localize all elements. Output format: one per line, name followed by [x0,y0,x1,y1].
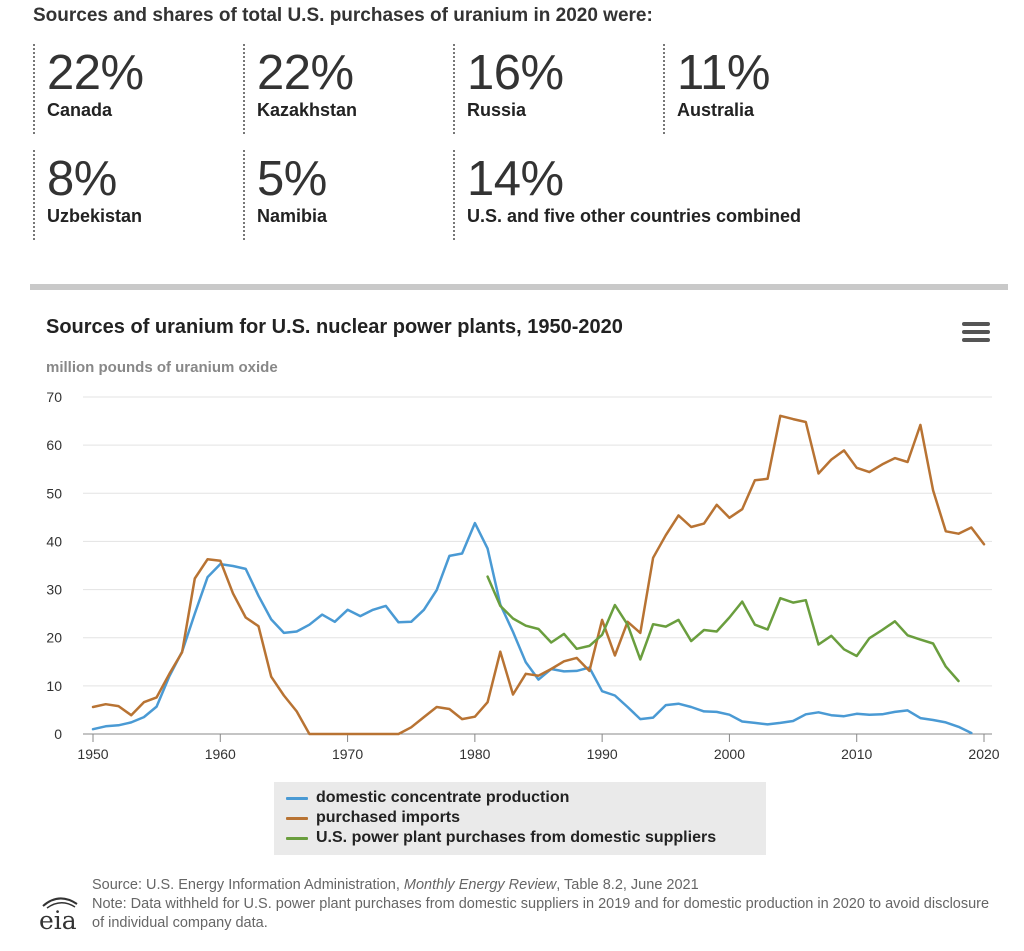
series-lines [91,414,986,736]
menu-bar [962,338,990,342]
source-prefix: Source: U.S. Energy Information Administ… [92,877,404,893]
x-tick-label: 2020 [968,746,999,762]
stat-kazakhstan: 22% Kazakhstan [243,44,357,134]
y-tick-label: 30 [46,582,62,598]
x-tick-label: 1960 [205,746,236,762]
legend-item-domestic-production[interactable]: domestic concentrate production [274,788,766,808]
x-tick-label: 2010 [841,746,872,762]
source-publication: Monthly Energy Review [403,877,557,893]
legend-swatch [286,816,308,820]
stat-country: Canada [47,100,113,120]
x-tick-label: 1950 [77,746,108,762]
stat-percent: 16% [467,46,564,100]
series-line-2[interactable] [486,575,960,683]
stat-percent: 14% [467,152,564,206]
stat-country: Australia [677,100,755,120]
menu-bar [962,322,990,326]
x-tick-label: 1980 [459,746,490,762]
series-line-0[interactable] [91,521,973,735]
source-note: Note: Data withheld for U.S. power plant… [92,896,990,931]
line-chart: 0 10 20 30 40 50 60 70 1950 1960 1970 1980 1990 2000 2… [46,389,999,762]
stat-us-and-others: 14% U.S. and five other countries combin… [453,150,801,240]
legend-swatch [286,796,308,800]
source-line: Source: U.S. Energy Information Administ… [92,876,992,895]
stat-country: Uzbekistan [47,206,143,226]
stat-russia: 16% Russia [453,44,564,134]
stat-percent: 11% [677,46,770,100]
x-tick-label: 1990 [587,746,618,762]
chart-legend: domestic concentrate production purchase… [274,782,766,855]
x-tick-label: 2000 [714,746,745,762]
eia-logo: eia [33,894,83,940]
stat-country: Russia [467,100,527,120]
stat-country: Namibia [257,206,328,226]
grid [83,396,992,735]
legend-swatch [286,836,308,840]
stat-percent: 8% [47,152,117,206]
stat-canada: 22% Canada [33,44,144,134]
stat-uzbekistan: 8% Uzbekistan [33,150,142,240]
y-tick-label: 0 [54,726,62,742]
source-suffix: , Table 8.2, June 2021 [556,877,699,893]
stat-country: U.S. and five other countries combined [467,206,802,226]
eia-logo-text: eia [39,906,77,935]
stat-country: Kazakhstan [257,100,358,120]
axes: 0 10 20 30 40 50 60 70 1950 1960 1970 1980 1990 2000 2… [46,389,999,762]
stat-percent: 5% [257,152,327,206]
stat-namibia: 5% Namibia [243,150,327,240]
stat-australia: 11% Australia [663,44,770,134]
legend-label: purchased imports [316,809,461,826]
eia-logo-icon [42,897,78,909]
stat-percent: 22% [257,46,354,100]
y-tick-label: 40 [46,533,62,549]
y-tick-label: 70 [46,389,62,405]
x-tick-label: 1970 [332,746,363,762]
chart-menu-icon[interactable] [962,322,990,348]
y-tick-label: 60 [46,437,62,453]
series-line-1[interactable] [91,414,986,736]
chart-source: Source: U.S. Energy Information Administ… [92,876,992,933]
legend-item-purchased-imports[interactable]: purchased imports [274,808,766,828]
legend-label: U.S. power plant purchases from domestic… [316,829,717,846]
stat-percent: 22% [47,46,144,100]
y-tick-label: 20 [46,630,62,646]
y-tick-label: 50 [46,485,62,501]
y-tick-label: 10 [46,678,62,694]
page-heading: Sources and shares of total U.S. purchas… [33,5,653,26]
chart-subtitle: million pounds of uranium oxide [46,359,278,376]
legend-label: domestic concentrate production [316,789,570,806]
chart-title: Sources of uranium for U.S. nuclear powe… [46,316,623,338]
menu-bar [962,330,990,334]
legend-item-domestic-suppliers[interactable]: U.S. power plant purchases from domestic… [274,828,766,848]
section-divider [30,284,1008,290]
